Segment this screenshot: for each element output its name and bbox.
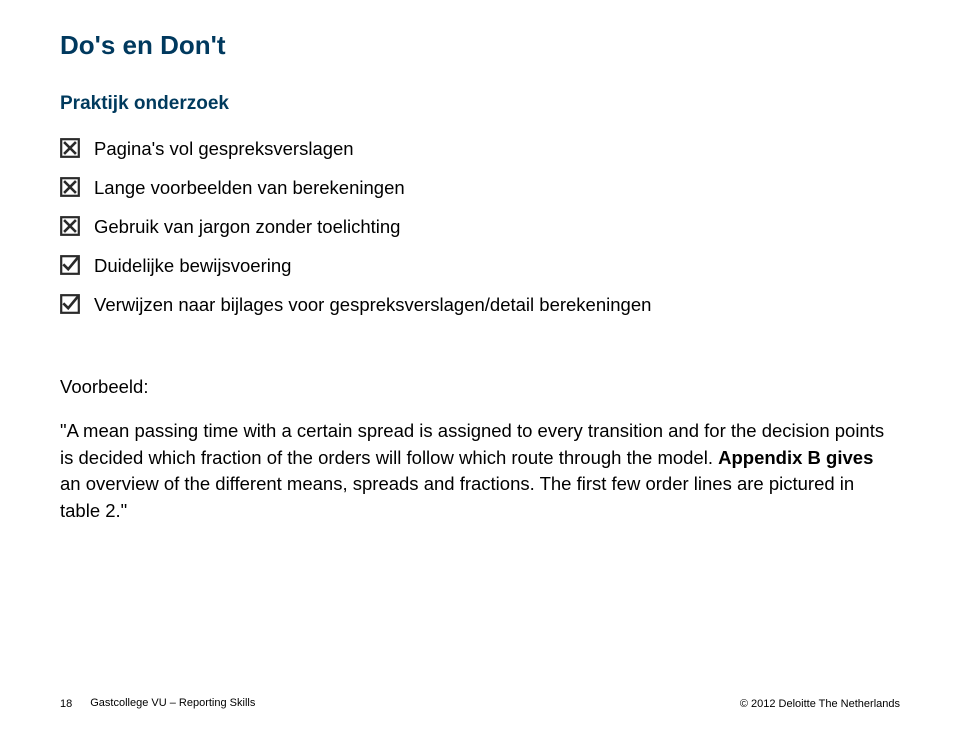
example-body: "A mean passing time with a certain spre…	[60, 418, 890, 525]
copyright: © 2012 Deloitte The Netherlands	[740, 699, 900, 710]
list-item: Gebruik van jargon zonder toelichting	[60, 215, 900, 240]
list-item: Duidelijke bewijsvoering	[60, 254, 900, 279]
list-item-text: Gebruik van jargon zonder toelichting	[94, 215, 400, 240]
example-text-bold: Appendix B gives	[718, 447, 873, 468]
page-title: Do's en Don't	[60, 30, 900, 61]
slide: Do's en Don't Praktijk onderzoek Pagina'…	[0, 0, 960, 730]
list-item: Lange voorbeelden van berekeningen	[60, 176, 900, 201]
cross-icon	[60, 216, 80, 236]
list-item: Verwijzen naar bijlages voor gespreksver…	[60, 293, 900, 318]
section-subtitle: Praktijk onderzoek	[60, 93, 900, 115]
course-name: Gastcollege VU – Reporting Skills	[90, 698, 255, 709]
cross-icon	[60, 177, 80, 197]
cross-icon	[60, 138, 80, 158]
bullet-list: Pagina's vol gespreksverslagen Lange voo…	[60, 137, 900, 318]
page-number: 18	[60, 699, 72, 710]
check-icon	[60, 255, 80, 275]
example-text-3: an overview of the different means, spre…	[60, 473, 854, 521]
footer: 18 Gastcollege VU – Reporting Skills © 2…	[60, 699, 900, 710]
footer-left: 18 Gastcollege VU – Reporting Skills	[60, 699, 255, 710]
quote-open: "	[60, 420, 67, 441]
list-item-text: Lange voorbeelden van berekeningen	[94, 176, 405, 201]
list-item-text: Duidelijke bewijsvoering	[94, 254, 291, 279]
list-item: Pagina's vol gespreksverslagen	[60, 137, 900, 162]
example-label: Voorbeeld:	[60, 376, 900, 398]
list-item-text: Verwijzen naar bijlages voor gespreksver…	[94, 293, 651, 318]
check-icon	[60, 294, 80, 314]
list-item-text: Pagina's vol gespreksverslagen	[94, 137, 354, 162]
